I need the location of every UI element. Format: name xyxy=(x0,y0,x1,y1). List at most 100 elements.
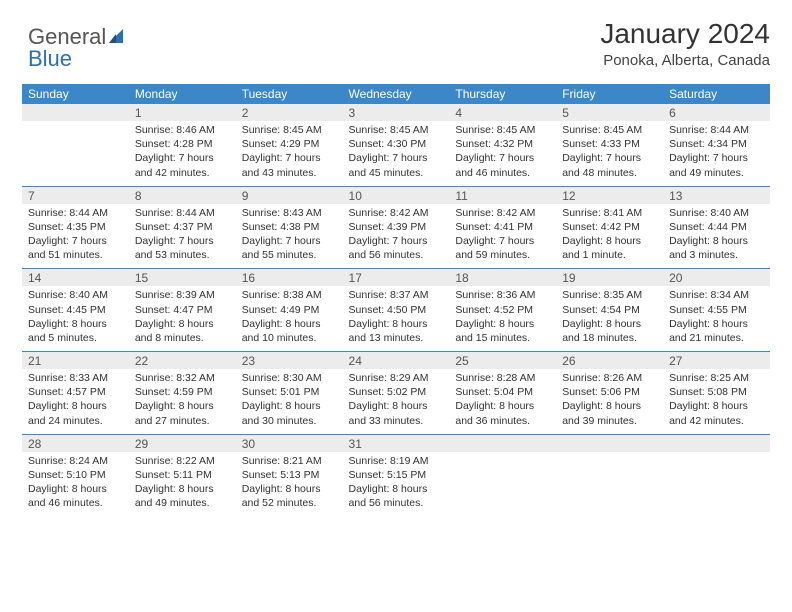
day-cell: Sunrise: 8:35 AMSunset: 4:54 PMDaylight:… xyxy=(556,286,663,351)
sunrise-text: Sunrise: 8:24 AM xyxy=(28,454,123,468)
daylight-text-1: Daylight: 7 hours xyxy=(669,151,764,165)
day-number: 21 xyxy=(22,352,129,369)
daylight-text-1: Daylight: 7 hours xyxy=(349,151,444,165)
daynum-row: 21222324252627 xyxy=(22,352,770,369)
sunrise-text: Sunrise: 8:25 AM xyxy=(669,371,764,385)
day-number: 4 xyxy=(449,104,556,121)
sunrise-text: Sunrise: 8:39 AM xyxy=(135,288,230,302)
sunrise-text: Sunrise: 8:45 AM xyxy=(455,123,550,137)
sunrise-text: Sunrise: 8:45 AM xyxy=(562,123,657,137)
title-block: January 2024 Ponoka, Alberta, Canada xyxy=(600,18,770,69)
sunrise-text: Sunrise: 8:44 AM xyxy=(669,123,764,137)
sunrise-text: Sunrise: 8:45 AM xyxy=(242,123,337,137)
daylight-text-2: and 55 minutes. xyxy=(242,248,337,262)
day-cell: Sunrise: 8:39 AMSunset: 4:47 PMDaylight:… xyxy=(129,286,236,351)
day-number: 11 xyxy=(449,187,556,204)
day-number xyxy=(556,435,663,452)
day-cell: Sunrise: 8:44 AMSunset: 4:37 PMDaylight:… xyxy=(129,204,236,269)
day-number xyxy=(22,104,129,121)
day-header: Tuesday xyxy=(236,84,343,104)
day-number: 23 xyxy=(236,352,343,369)
daylight-text-2: and 56 minutes. xyxy=(349,248,444,262)
daylight-text-2: and 46 minutes. xyxy=(28,496,123,510)
sunset-text: Sunset: 4:38 PM xyxy=(242,220,337,234)
day-cell: Sunrise: 8:45 AMSunset: 4:29 PMDaylight:… xyxy=(236,121,343,186)
daylight-text-1: Daylight: 8 hours xyxy=(28,482,123,496)
daylight-text-1: Daylight: 8 hours xyxy=(349,317,444,331)
detail-row: Sunrise: 8:46 AMSunset: 4:28 PMDaylight:… xyxy=(22,121,770,186)
daylight-text-2: and 59 minutes. xyxy=(455,248,550,262)
sunrise-text: Sunrise: 8:40 AM xyxy=(669,206,764,220)
day-header: Saturday xyxy=(663,84,770,104)
sunset-text: Sunset: 4:33 PM xyxy=(562,137,657,151)
daylight-text-2: and 49 minutes. xyxy=(135,496,230,510)
daylight-text-2: and 45 minutes. xyxy=(349,166,444,180)
day-cell: Sunrise: 8:32 AMSunset: 4:59 PMDaylight:… xyxy=(129,369,236,434)
day-number: 31 xyxy=(343,435,450,452)
day-cell: Sunrise: 8:45 AMSunset: 4:30 PMDaylight:… xyxy=(343,121,450,186)
sunset-text: Sunset: 4:47 PM xyxy=(135,303,230,317)
daylight-text-2: and 18 minutes. xyxy=(562,331,657,345)
daylight-text-2: and 51 minutes. xyxy=(28,248,123,262)
day-header: Friday xyxy=(556,84,663,104)
daylight-text-1: Daylight: 8 hours xyxy=(242,482,337,496)
daylight-text-1: Daylight: 8 hours xyxy=(242,317,337,331)
sunset-text: Sunset: 4:34 PM xyxy=(669,137,764,151)
daylight-text-1: Daylight: 8 hours xyxy=(455,317,550,331)
daylight-text-2: and 42 minutes. xyxy=(669,414,764,428)
day-cell: Sunrise: 8:44 AMSunset: 4:34 PMDaylight:… xyxy=(663,121,770,186)
daylight-text-1: Daylight: 8 hours xyxy=(135,399,230,413)
day-header-row: Sunday Monday Tuesday Wednesday Thursday… xyxy=(22,84,770,104)
daylight-text-1: Daylight: 7 hours xyxy=(349,234,444,248)
sunrise-text: Sunrise: 8:40 AM xyxy=(28,288,123,302)
logo-sail-icon xyxy=(108,24,128,50)
sunset-text: Sunset: 4:30 PM xyxy=(349,137,444,151)
day-cell: Sunrise: 8:22 AMSunset: 5:11 PMDaylight:… xyxy=(129,452,236,517)
day-header: Sunday xyxy=(22,84,129,104)
day-number: 6 xyxy=(663,104,770,121)
daylight-text-1: Daylight: 8 hours xyxy=(349,399,444,413)
day-number: 19 xyxy=(556,269,663,286)
day-number: 30 xyxy=(236,435,343,452)
sunset-text: Sunset: 5:04 PM xyxy=(455,385,550,399)
sunset-text: Sunset: 4:45 PM xyxy=(28,303,123,317)
day-number: 18 xyxy=(449,269,556,286)
sunset-text: Sunset: 5:10 PM xyxy=(28,468,123,482)
detail-row: Sunrise: 8:33 AMSunset: 4:57 PMDaylight:… xyxy=(22,369,770,434)
daylight-text-1: Daylight: 7 hours xyxy=(455,151,550,165)
day-number: 25 xyxy=(449,352,556,369)
sunset-text: Sunset: 5:02 PM xyxy=(349,385,444,399)
daylight-text-2: and 21 minutes. xyxy=(669,331,764,345)
day-number: 29 xyxy=(129,435,236,452)
daylight-text-1: Daylight: 8 hours xyxy=(562,317,657,331)
day-header: Thursday xyxy=(449,84,556,104)
sunrise-text: Sunrise: 8:42 AM xyxy=(349,206,444,220)
sunrise-text: Sunrise: 8:46 AM xyxy=(135,123,230,137)
daylight-text-2: and 30 minutes. xyxy=(242,414,337,428)
sunset-text: Sunset: 5:15 PM xyxy=(349,468,444,482)
location: Ponoka, Alberta, Canada xyxy=(600,52,770,69)
daynum-row: 28293031 xyxy=(22,435,770,452)
daylight-text-2: and 15 minutes. xyxy=(455,331,550,345)
daynum-row: 14151617181920 xyxy=(22,269,770,286)
day-cell: Sunrise: 8:28 AMSunset: 5:04 PMDaylight:… xyxy=(449,369,556,434)
daylight-text-2: and 33 minutes. xyxy=(349,414,444,428)
day-cell: Sunrise: 8:36 AMSunset: 4:52 PMDaylight:… xyxy=(449,286,556,351)
sunset-text: Sunset: 5:08 PM xyxy=(669,385,764,399)
daylight-text-2: and 42 minutes. xyxy=(135,166,230,180)
daylight-text-2: and 36 minutes. xyxy=(455,414,550,428)
day-number: 20 xyxy=(663,269,770,286)
daylight-text-2: and 3 minutes. xyxy=(669,248,764,262)
logo: GeneralBlue xyxy=(22,18,128,72)
day-number: 14 xyxy=(22,269,129,286)
day-cell: Sunrise: 8:43 AMSunset: 4:38 PMDaylight:… xyxy=(236,204,343,269)
sunrise-text: Sunrise: 8:41 AM xyxy=(562,206,657,220)
sunrise-text: Sunrise: 8:32 AM xyxy=(135,371,230,385)
day-cell xyxy=(22,121,129,186)
daylight-text-1: Daylight: 8 hours xyxy=(669,399,764,413)
day-number xyxy=(449,435,556,452)
daylight-text-2: and 8 minutes. xyxy=(135,331,230,345)
detail-row: Sunrise: 8:44 AMSunset: 4:35 PMDaylight:… xyxy=(22,204,770,269)
day-cell: Sunrise: 8:42 AMSunset: 4:41 PMDaylight:… xyxy=(449,204,556,269)
daylight-text-2: and 52 minutes. xyxy=(242,496,337,510)
